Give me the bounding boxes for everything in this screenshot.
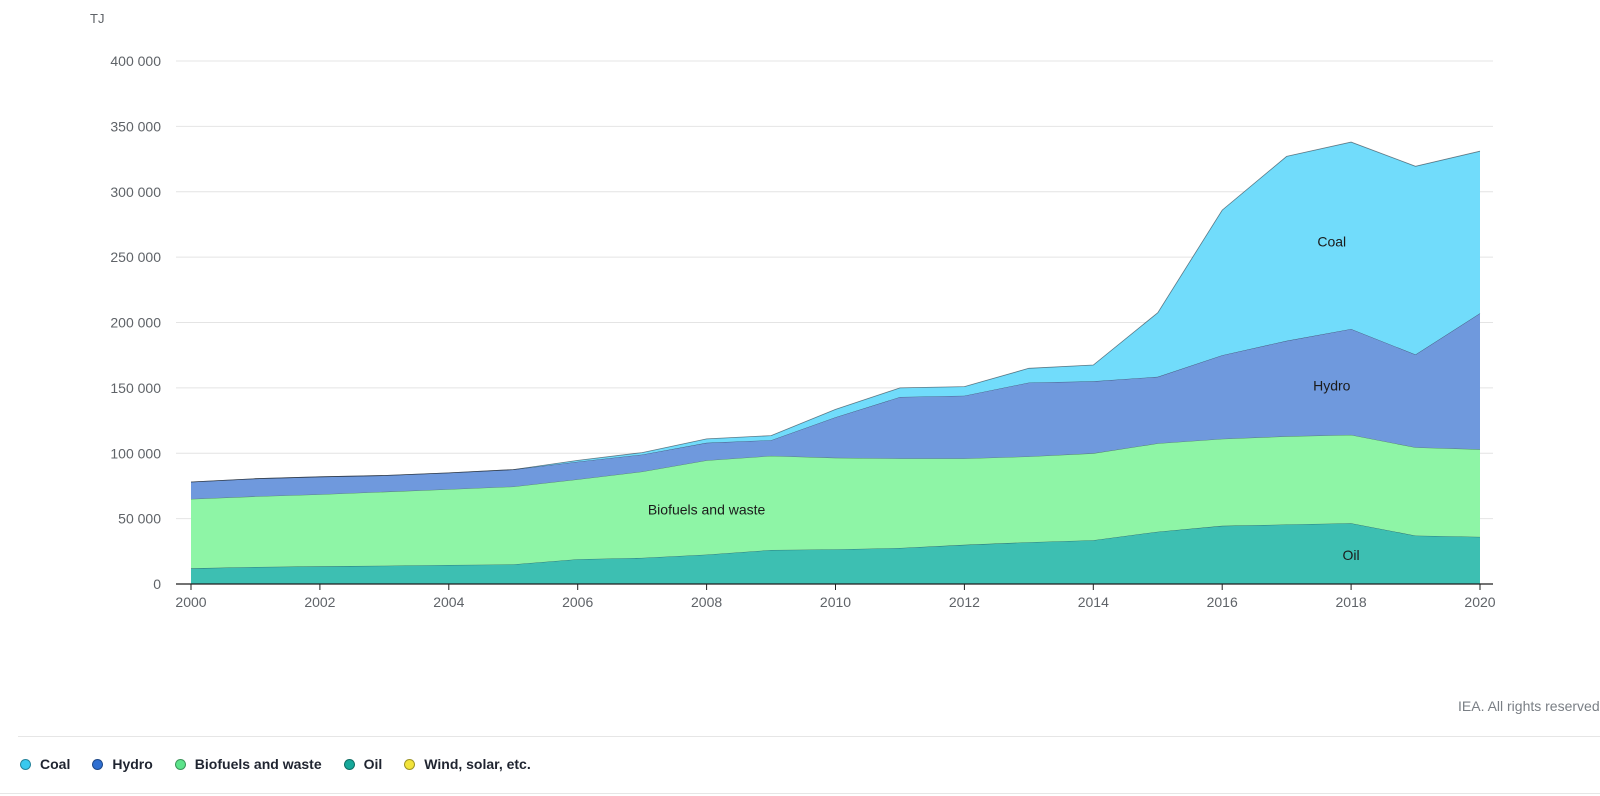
legend-item-biofuels[interactable]: Biofuels and waste	[174, 756, 322, 772]
biofuels-dot-icon	[174, 758, 186, 770]
area-label: Coal	[1317, 233, 1346, 249]
x-axis-ticks: 2000 2002 2004 2006 2008 2010 2012 2014 2016 2018…	[175, 584, 1496, 610]
x-tick-label: 2000	[175, 594, 206, 610]
y-tick-label: 250 000	[110, 249, 161, 265]
area-label: Biofuels and waste	[648, 501, 766, 517]
x-tick-label: 2004	[433, 594, 464, 610]
y-tick-label: 50 000	[118, 511, 161, 527]
bottom-border	[0, 793, 1600, 794]
legend-label: Hydro	[112, 756, 153, 772]
stacked-areas	[190, 141, 1481, 584]
legend-item-coal[interactable]: Coal	[20, 756, 70, 772]
hydro-dot-icon	[92, 758, 104, 770]
x-tick-label: 2006	[562, 594, 593, 610]
legend-label: Coal	[40, 756, 71, 772]
y-tick-label: 100 000	[110, 445, 161, 461]
area-edge	[190, 141, 1481, 483]
y-tick-label: 400 000	[110, 53, 161, 69]
x-tick-label: 2020	[1464, 594, 1495, 610]
legend-item-oil[interactable]: Oil	[343, 756, 383, 772]
legend-item-wind-solar[interactable]: Wind, solar, etc.	[404, 756, 531, 772]
oil-dot-icon	[343, 758, 355, 770]
area-chart: 0 50 000 100 000 150 000 200 000 250 000 300 0…	[90, 11, 1496, 610]
x-tick-label: 2002	[304, 594, 335, 610]
coal-dot-icon	[20, 758, 31, 770]
legend-label: Wind, solar, etc.	[424, 756, 531, 772]
y-axis-ticks: 0 50 000 100 000 150 000 200 000 250 000 300 0…	[110, 53, 161, 592]
y-tick-label: 200 000	[110, 315, 161, 331]
area-biofuels-and-waste	[191, 434, 1480, 569]
x-tick-label: 2018	[1336, 594, 1367, 610]
area-coal	[191, 142, 1480, 482]
x-tick-label: 2010	[820, 594, 851, 610]
y-tick-label: 0	[153, 576, 161, 592]
x-tick-label: 2012	[949, 594, 980, 610]
area-oil	[191, 523, 1480, 584]
copyright-credit: IEA. All rights reserved.	[1458, 698, 1600, 714]
area-labels: Coal Hydro Biofuels and waste Oil	[648, 233, 1360, 563]
y-axis-unit: TJ	[90, 11, 104, 26]
gridlines	[176, 60, 1493, 520]
legend-divider	[18, 736, 1600, 737]
legend-label: Oil	[363, 756, 383, 772]
x-tick-label: 2008	[691, 594, 722, 610]
area-label: Hydro	[1313, 377, 1351, 393]
area-hydro	[191, 313, 1480, 499]
y-tick-label: 150 000	[110, 380, 161, 396]
y-tick-label: 300 000	[110, 184, 161, 200]
x-tick-label: 2016	[1207, 594, 1238, 610]
area-label: Oil	[1343, 547, 1360, 563]
y-tick-label: 350 000	[110, 118, 161, 134]
legend-item-hydro[interactable]: Hydro	[92, 756, 153, 772]
x-tick-label: 2014	[1078, 594, 1109, 610]
wind-solar-dot-icon	[404, 758, 416, 770]
legend-label: Biofuels and waste	[194, 756, 322, 772]
legend: Coal Hydro Biofuels and waste Oil Wind, …	[20, 756, 553, 772]
